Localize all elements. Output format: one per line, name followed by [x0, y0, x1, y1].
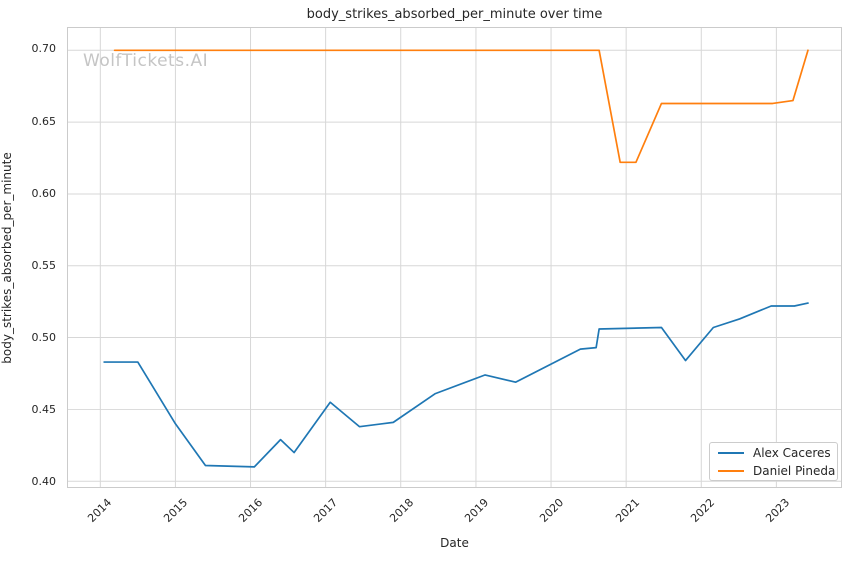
x-tick-label: 2016 [236, 496, 266, 525]
y-tick-label: 0.40 [31, 475, 57, 489]
x-tick-label: 2019 [462, 496, 492, 525]
x-tick-label: 2022 [688, 496, 718, 525]
legend-label-daniel-pineda: Daniel Pineda [753, 463, 836, 478]
x-tick-label: 2017 [311, 496, 341, 525]
x-axis-label: Date [440, 536, 469, 550]
x-tick-label: 2015 [160, 496, 190, 525]
legend-item-daniel-pineda: Daniel Pineda [718, 464, 837, 478]
y-tick-label: 0.55 [31, 258, 57, 272]
x-tick-label: 2023 [763, 496, 793, 525]
y-tick-label: 0.60 [31, 186, 57, 200]
y-tick-label: 0.70 [31, 42, 57, 56]
legend-label-alex-caceres: Alex Caceres [753, 445, 831, 460]
x-tick-label: 2021 [612, 496, 642, 525]
plot-canvas [68, 28, 841, 487]
legend-item-alex-caceres: Alex Caceres [718, 446, 837, 460]
watermark: WolfTickets.AI [83, 51, 209, 71]
plot-area: WolfTickets.AI [67, 27, 842, 488]
chart-title: body_strikes_absorbed_per_minute over ti… [306, 7, 603, 22]
legend-line-swatch-orange [718, 469, 744, 472]
legend-line-swatch-blue [718, 451, 744, 454]
y-tick-label: 0.45 [31, 403, 57, 417]
x-tick-label: 2020 [537, 496, 567, 525]
x-tick-label: 2018 [386, 496, 416, 525]
y-tick-label: 0.50 [31, 330, 57, 344]
x-tick-label: 2014 [85, 496, 115, 525]
series-line-alex-caceres [103, 302, 809, 468]
series-line-daniel-pineda [113, 49, 809, 164]
y-tick-label: 0.65 [31, 114, 57, 128]
legend: Alex Caceres Daniel Pineda [709, 442, 838, 481]
